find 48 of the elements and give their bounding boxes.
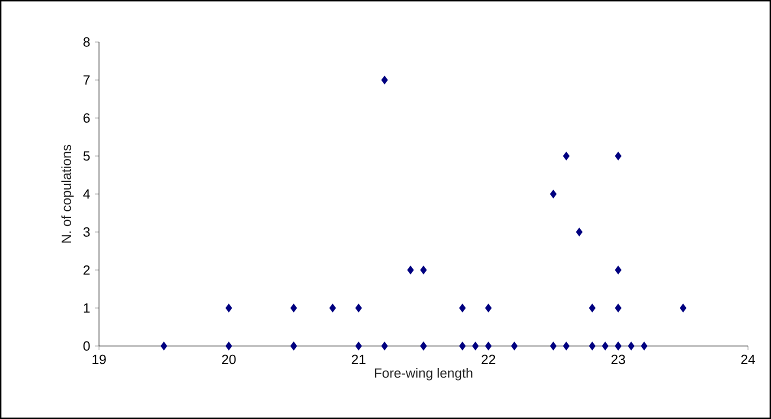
point <box>614 152 622 160</box>
point <box>628 342 634 350</box>
y-tick-label: 3 <box>83 227 90 237</box>
point <box>588 342 596 350</box>
y-tick-label: 7 <box>84 75 90 85</box>
y-tick-label: 8 <box>83 37 90 47</box>
point <box>680 304 686 312</box>
point <box>550 342 557 350</box>
point <box>602 342 608 350</box>
point <box>459 342 466 350</box>
point <box>381 342 388 350</box>
point <box>511 342 518 350</box>
point <box>407 266 414 274</box>
point <box>420 266 427 274</box>
x-tick-label: 23 <box>611 354 626 364</box>
point <box>381 76 388 84</box>
x-tick-label: 20 <box>222 354 236 364</box>
point <box>226 342 232 350</box>
point <box>472 342 479 350</box>
point <box>355 342 362 350</box>
x-tick-label: 21 <box>352 354 366 364</box>
point <box>563 342 570 350</box>
point <box>160 342 168 350</box>
y-tick-label: 5 <box>83 151 90 161</box>
point <box>459 304 466 312</box>
point <box>640 342 648 350</box>
point <box>355 304 362 312</box>
point <box>290 304 297 312</box>
point <box>588 304 596 312</box>
point <box>485 304 492 312</box>
x-tick-label: 24 <box>741 354 756 364</box>
x-tick-label: 19 <box>92 354 106 364</box>
y-tick-label: 6 <box>84 113 90 123</box>
point <box>614 266 622 274</box>
point <box>563 152 570 160</box>
point <box>329 304 336 312</box>
point <box>550 190 557 198</box>
point <box>614 304 622 312</box>
x-tick-label: 22 <box>482 354 496 364</box>
y-axis-title: N. of copulations <box>61 144 74 243</box>
y-tick-label: 4 <box>83 189 90 199</box>
y-tick-label: 0 <box>83 341 90 351</box>
point <box>576 228 583 236</box>
y-tick-label: 1 <box>84 303 90 313</box>
point <box>226 304 232 312</box>
y-tick-label: 2 <box>84 265 90 275</box>
point <box>485 342 492 350</box>
x-axis-title: Fore-wing length <box>374 368 472 380</box>
